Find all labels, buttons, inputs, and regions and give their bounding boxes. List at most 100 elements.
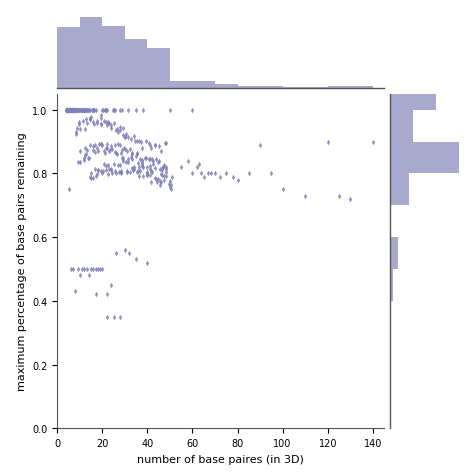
Point <box>130 133 138 140</box>
Point <box>82 116 90 123</box>
Point <box>74 266 81 273</box>
Point <box>158 171 165 179</box>
Point <box>70 107 78 114</box>
Point <box>133 138 141 146</box>
Point <box>71 107 79 114</box>
Point <box>151 176 159 184</box>
Point <box>63 107 71 114</box>
Bar <box>237 87 259 89</box>
Point <box>103 107 111 114</box>
Point <box>107 281 115 289</box>
Point <box>119 159 127 166</box>
Point <box>368 139 376 146</box>
Point <box>142 170 150 178</box>
Point <box>64 107 72 114</box>
Point <box>140 154 148 162</box>
Point <box>278 186 286 194</box>
Point <box>62 107 70 114</box>
Point <box>66 107 73 114</box>
Point <box>229 173 237 181</box>
Point <box>78 266 86 273</box>
Bar <box>282 88 305 89</box>
Point <box>162 166 170 173</box>
Point <box>90 107 98 114</box>
Point <box>97 115 105 123</box>
Point <box>86 116 94 123</box>
Point <box>335 192 342 200</box>
Point <box>108 146 116 153</box>
Point <box>117 169 125 177</box>
Point <box>66 107 73 114</box>
Point <box>87 175 95 183</box>
Point <box>154 176 162 184</box>
Point <box>71 288 79 296</box>
Point <box>104 161 112 169</box>
Point <box>114 129 121 137</box>
Point <box>132 256 139 264</box>
Point <box>103 145 110 152</box>
Point <box>102 167 109 175</box>
Point <box>146 163 154 171</box>
Point <box>157 178 164 186</box>
Point <box>80 107 88 114</box>
Point <box>103 140 111 148</box>
Point <box>102 163 110 171</box>
Point <box>134 168 142 175</box>
Bar <box>389 301 391 333</box>
Point <box>122 169 130 177</box>
Point <box>120 133 128 141</box>
Point <box>84 107 91 114</box>
Point <box>150 175 158 182</box>
Point <box>111 149 119 157</box>
Point <box>245 170 252 178</box>
Point <box>168 174 175 181</box>
Point <box>143 169 150 176</box>
Point <box>67 107 74 114</box>
Point <box>85 107 93 114</box>
Point <box>129 167 136 175</box>
Point <box>109 107 117 114</box>
Point <box>99 266 106 273</box>
Point <box>346 196 353 203</box>
Point <box>68 107 76 114</box>
Point <box>76 107 84 114</box>
Point <box>82 150 89 158</box>
Point <box>139 173 147 181</box>
Point <box>89 266 97 273</box>
Point <box>76 159 83 167</box>
Point <box>103 291 110 298</box>
Point <box>93 145 101 152</box>
Point <box>156 181 164 189</box>
Point <box>72 129 79 137</box>
Point <box>94 167 102 174</box>
Point <box>156 178 163 186</box>
Point <box>79 107 87 114</box>
Point <box>75 119 83 126</box>
Point <box>117 150 124 158</box>
Point <box>63 107 70 114</box>
Point <box>65 107 73 114</box>
Bar <box>389 238 397 269</box>
Point <box>86 107 94 114</box>
Point <box>138 163 146 170</box>
Point <box>108 122 115 130</box>
Point <box>118 147 125 155</box>
Point <box>88 107 96 114</box>
Point <box>69 107 76 114</box>
Point <box>144 140 152 148</box>
Point <box>160 173 168 181</box>
Point <box>123 168 131 175</box>
Point <box>110 120 118 128</box>
Point <box>91 266 99 273</box>
Point <box>188 107 196 114</box>
Point <box>65 107 73 114</box>
Bar <box>259 87 282 89</box>
Point <box>162 140 169 148</box>
Point <box>111 168 119 175</box>
Point <box>109 313 117 321</box>
Point <box>80 266 88 273</box>
Point <box>112 170 120 178</box>
Point <box>77 107 84 114</box>
Point <box>100 160 108 168</box>
Point <box>146 166 154 173</box>
